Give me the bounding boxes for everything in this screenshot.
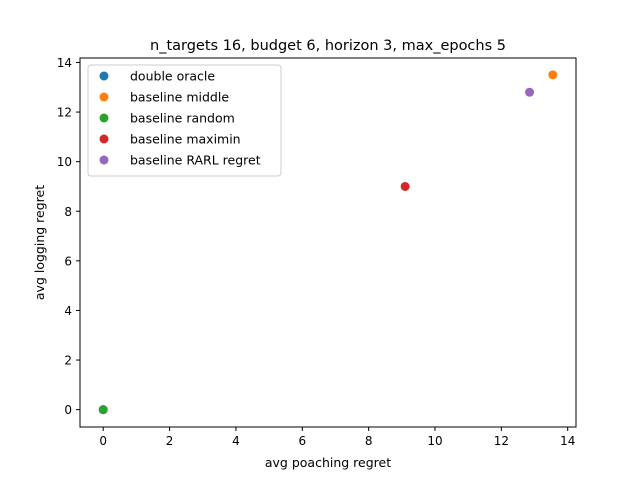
data-point-series-1 — [548, 70, 558, 80]
data-point-series-3 — [400, 181, 410, 191]
chart-title: n_targets 16, budget 6, horizon 3, max_e… — [150, 38, 506, 54]
y-tick-label: 10 — [57, 155, 72, 169]
y-tick-label: 6 — [64, 254, 72, 268]
legend-marker — [99, 134, 109, 144]
x-tick-label: 6 — [298, 434, 306, 448]
legend-label: double oracle — [130, 69, 215, 84]
legend-label: baseline RARL regret — [130, 153, 261, 168]
legend-marker — [99, 71, 109, 81]
x-tick-label: 12 — [494, 434, 509, 448]
legend-label: baseline middle — [130, 90, 229, 105]
y-tick-label: 14 — [57, 56, 72, 70]
x-tick-label: 2 — [166, 434, 174, 448]
y-tick-label: 4 — [64, 304, 72, 318]
legend-marker — [99, 113, 109, 123]
data-point-series-2 — [98, 405, 108, 415]
y-tick-label: 0 — [64, 403, 72, 417]
legend-marker — [99, 92, 109, 102]
x-tick-label: 8 — [365, 434, 373, 448]
legend-label: baseline maximin — [130, 132, 241, 147]
y-axis-label: avg logging regret — [32, 185, 47, 300]
y-tick-label: 2 — [64, 354, 72, 368]
legend-marker — [99, 155, 109, 165]
x-tick-label: 0 — [99, 434, 107, 448]
legend: double oracle baseline middle baseline ran… — [87, 64, 282, 177]
y-tick-label: 8 — [64, 205, 72, 219]
data-point-series-4 — [525, 87, 535, 97]
x-tick-label: 14 — [560, 434, 575, 448]
plot-frame — [79, 57, 577, 428]
y-tick-label: 12 — [57, 106, 72, 120]
plot-area: 0 2 4 6 8 10 12 14 0 2 4 6 8 10 12 14 — [57, 56, 576, 448]
legend-label: baseline random — [130, 111, 235, 126]
legend-box — [87, 64, 282, 177]
x-tick-label: 10 — [427, 434, 442, 448]
x-tick-label: 4 — [232, 434, 240, 448]
x-axis-label: avg poaching regret — [265, 455, 391, 470]
